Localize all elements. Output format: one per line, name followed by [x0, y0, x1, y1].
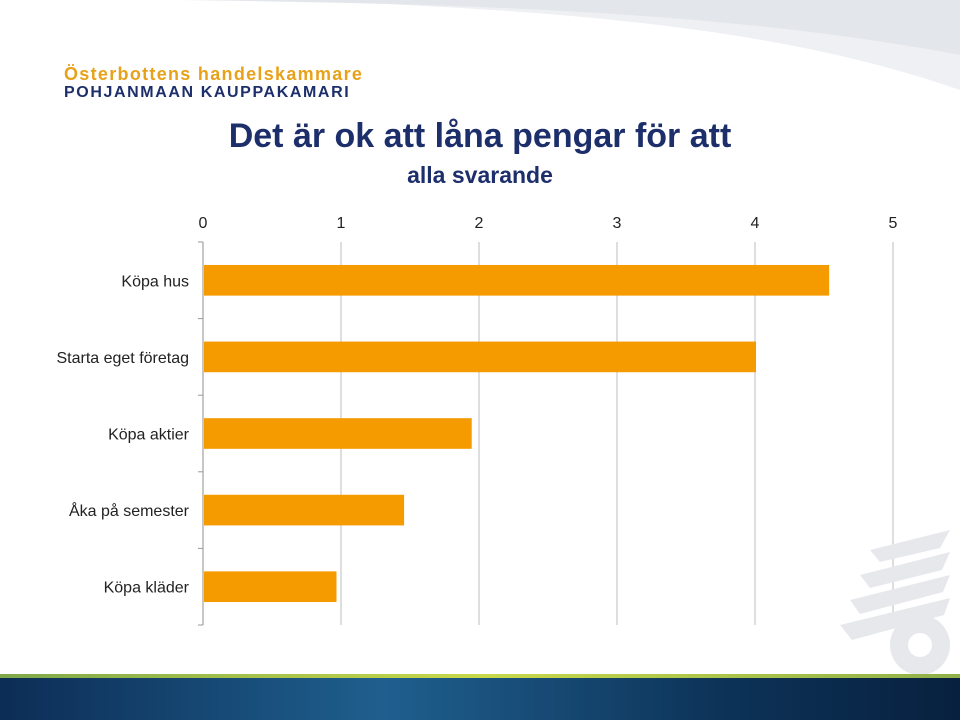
- gear-watermark-icon: [840, 530, 950, 675]
- bar-chart: 0 1 2 3 4 5 Köpa hus Starta eget företag Köpa ak…: [56, 215, 898, 626]
- logo-finnish-name: POHJANMAAN KAUPPAKAMARI: [64, 84, 351, 101]
- chamber-logo: Österbottens handelskammare POHJANMAAN K…: [18, 52, 378, 110]
- x-tick-label: 3: [613, 215, 622, 232]
- logo-swedish-name: Österbottens handelskammare: [64, 64, 364, 84]
- bar: [204, 341, 756, 373]
- category-label: Köpa hus: [121, 273, 189, 290]
- category-label: Köpa aktier: [108, 427, 190, 444]
- chart-subtitle: alla svarande: [407, 162, 553, 188]
- header-swoosh: [0, 0, 960, 90]
- bar: [204, 264, 830, 296]
- category-label: Köpa kläder: [104, 580, 190, 597]
- x-tick-label: 5: [889, 215, 898, 232]
- x-tick-label: 0: [199, 215, 208, 232]
- category-label: Åka på semester: [69, 501, 190, 520]
- footer-accent-line: [0, 674, 960, 678]
- chart-title: Det är ok att låna pengar för att: [228, 117, 732, 155]
- bar: [204, 571, 337, 603]
- footer-bar: [0, 678, 960, 720]
- bar: [204, 418, 472, 449]
- bar: [204, 494, 405, 526]
- logo-crescent-icon: [26, 58, 54, 102]
- x-tick-label: 4: [751, 215, 760, 232]
- x-tick-label: 1: [337, 215, 346, 232]
- category-label: Starta eget företag: [56, 350, 189, 367]
- x-tick-label: 2: [475, 215, 484, 232]
